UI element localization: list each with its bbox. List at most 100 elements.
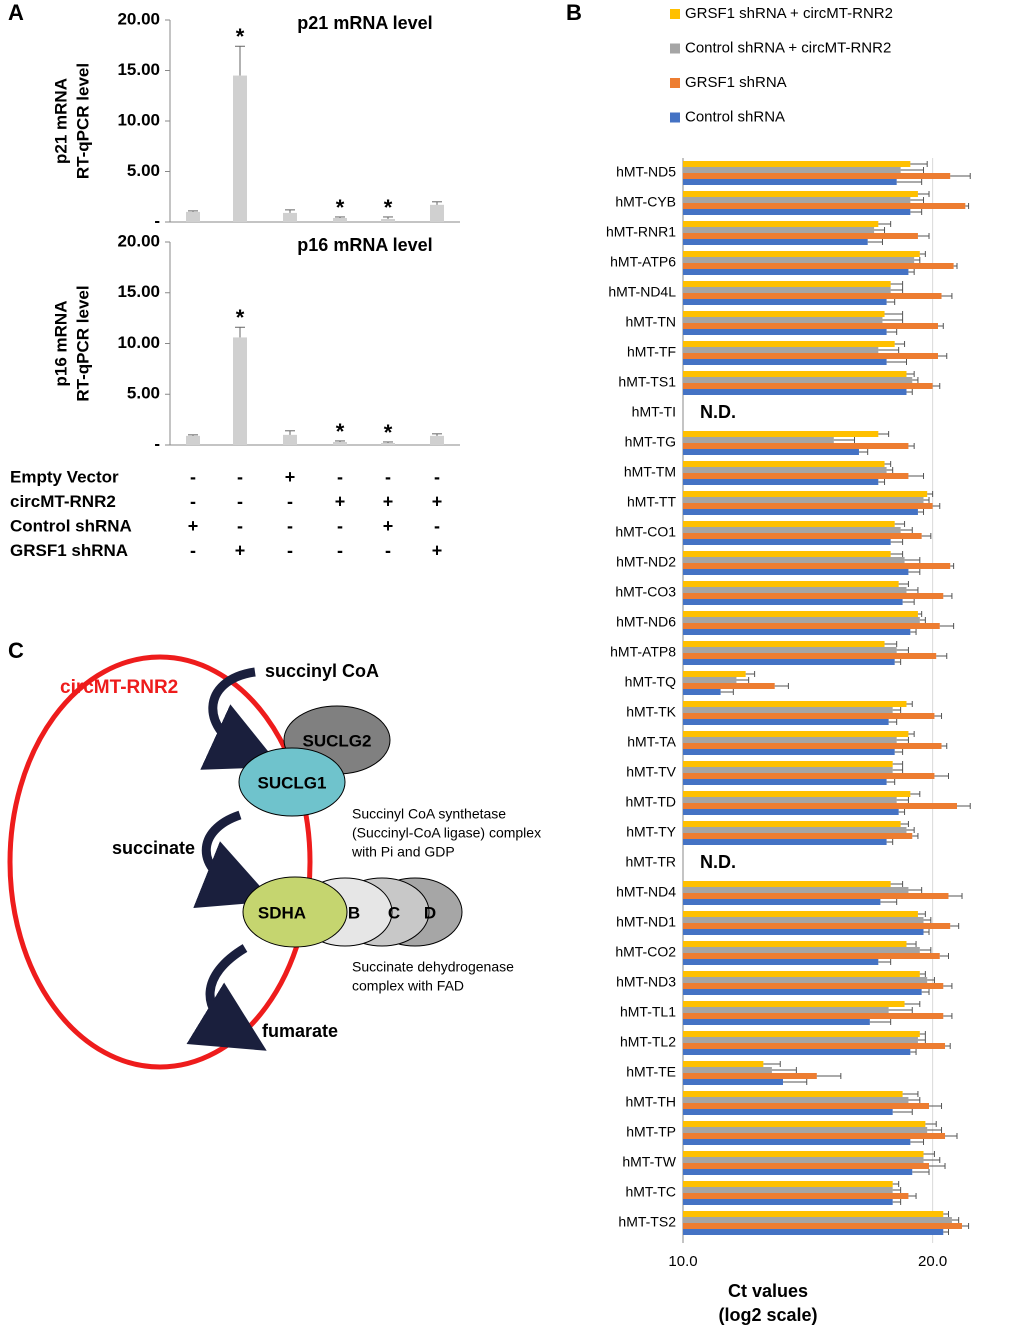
x-tick-label: 10.0 — [668, 1253, 697, 1270]
bar — [683, 599, 903, 605]
bar — [683, 377, 913, 383]
cell: - — [337, 467, 343, 487]
note: (Succinyl-CoA ligase) complex — [352, 825, 541, 841]
bar — [683, 353, 938, 359]
y-axis-label: RT-qPCR level — [73, 63, 92, 179]
y-axis-label: p21 mRNA — [51, 78, 70, 164]
bar — [333, 441, 347, 445]
bar — [683, 683, 775, 689]
category-label: hMT-TI — [632, 404, 676, 420]
bar — [683, 227, 875, 233]
bar — [683, 701, 907, 707]
bar — [683, 941, 907, 947]
bar — [683, 257, 915, 263]
bar — [683, 521, 895, 527]
bar — [683, 1127, 928, 1133]
bar — [683, 1013, 944, 1019]
bar — [683, 299, 887, 305]
category-label: hMT-ND2 — [616, 554, 676, 570]
bar — [683, 719, 889, 725]
bar — [683, 1211, 944, 1217]
bar — [683, 1103, 930, 1109]
category-label: hMT-TE — [626, 1064, 676, 1080]
annotation: N.D. — [700, 852, 736, 872]
bar — [683, 191, 918, 197]
x-axis-label: Ct values — [728, 1281, 808, 1301]
cell: - — [237, 516, 243, 536]
x-axis-label: (log2 scale) — [718, 1305, 817, 1325]
bar — [683, 1223, 963, 1229]
bar — [683, 1007, 889, 1013]
note: with Pi and GDP — [351, 844, 455, 860]
bar — [683, 389, 907, 395]
bar — [683, 629, 911, 635]
bar — [683, 743, 942, 749]
category-label: hMT-TQ — [625, 674, 676, 690]
subunit-label: SDHA — [258, 903, 306, 922]
bar — [683, 461, 885, 467]
bar — [683, 161, 911, 167]
bar — [683, 1043, 946, 1049]
bar — [683, 707, 893, 713]
significance: * — [336, 419, 345, 444]
bar — [683, 1199, 893, 1205]
bar — [683, 1019, 870, 1025]
category-label: hMT-TM — [624, 464, 676, 480]
significance: * — [384, 420, 393, 445]
bar — [683, 881, 891, 887]
bar — [683, 659, 895, 665]
category-label: hMT-TC — [625, 1184, 676, 1200]
cell: + — [188, 516, 199, 536]
category-label: hMT-TT — [627, 494, 676, 510]
category-label: hMT-TN — [625, 314, 676, 330]
y-tick-label: 15.00 — [117, 60, 160, 79]
bar — [683, 1151, 924, 1157]
bar — [683, 527, 901, 533]
category-label: hMT-TL1 — [620, 1004, 676, 1020]
bar — [683, 1229, 944, 1235]
cell: - — [434, 467, 440, 487]
category-label: hMT-TS1 — [618, 374, 676, 390]
bar — [683, 911, 918, 917]
bar — [683, 1061, 764, 1067]
bar — [283, 212, 297, 222]
bar — [683, 1133, 946, 1139]
cell: + — [335, 491, 346, 511]
bar — [683, 1067, 772, 1073]
cell: + — [235, 540, 246, 560]
bar — [683, 221, 879, 227]
bar — [683, 929, 924, 935]
significance: * — [336, 195, 345, 220]
category-label: hMT-CO2 — [615, 944, 676, 960]
bar — [683, 1139, 911, 1145]
bar — [683, 821, 901, 827]
category-label: hMT-TY — [626, 824, 676, 840]
arrow — [193, 810, 274, 909]
chart-title: p21 mRNA level — [297, 13, 432, 33]
bar — [683, 977, 928, 983]
bar — [683, 761, 893, 767]
bar — [683, 773, 935, 779]
category-label: hMT-ATP8 — [610, 644, 676, 660]
bar — [683, 179, 897, 185]
bar — [683, 197, 911, 203]
category-label: hMT-TP — [626, 1124, 676, 1140]
bar — [683, 1037, 918, 1043]
bar — [683, 203, 966, 209]
bar — [683, 563, 951, 569]
bar — [683, 473, 909, 479]
bar — [683, 1157, 924, 1163]
category-label: hMT-TS2 — [618, 1214, 676, 1230]
circrna-ring — [7, 654, 313, 1070]
bar — [683, 437, 834, 443]
bar — [683, 641, 885, 647]
category-label: hMT-TH — [625, 1094, 676, 1110]
bar — [683, 263, 954, 269]
bar — [683, 239, 868, 245]
bar — [683, 491, 928, 497]
legend-swatch — [670, 112, 680, 123]
bar — [683, 953, 940, 959]
bar — [683, 359, 887, 365]
bar — [683, 1049, 911, 1055]
